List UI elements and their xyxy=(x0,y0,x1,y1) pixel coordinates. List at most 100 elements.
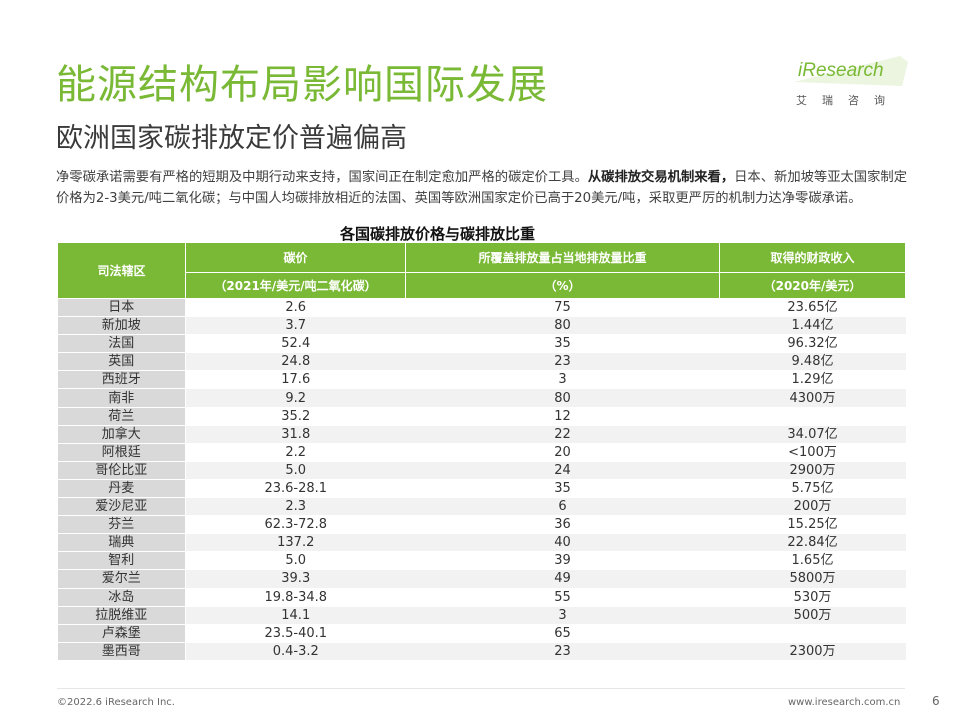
cell-jurisdiction: 冰岛 xyxy=(57,588,186,607)
cell-share: 40 xyxy=(405,533,720,553)
cell-price: 5.0 xyxy=(185,551,406,571)
cell-share: 3 xyxy=(405,370,720,390)
cell-price: 2.6 xyxy=(185,298,406,318)
table-row: 英国 24.8 23 9.48亿 xyxy=(57,352,906,372)
table-row: 南非 9.2 80 4300万 xyxy=(57,388,906,408)
cell-price: 35.2 xyxy=(185,407,406,426)
header-price: 碳价 xyxy=(185,242,406,273)
cell-price: 52.4 xyxy=(185,334,406,354)
cell-jurisdiction: 阿根廷 xyxy=(57,443,186,462)
table-row: 爱尔兰 39.3 49 5800万 xyxy=(57,569,906,589)
cell-jurisdiction: 爱尔兰 xyxy=(57,569,186,589)
footer-divider xyxy=(57,688,905,689)
table-row: 丹麦 23.6-28.1 35 5.75亿 xyxy=(57,479,906,499)
cell-revenue: 1.29亿 xyxy=(719,370,906,390)
table-row: 哥伦比亚 5.0 24 2900万 xyxy=(57,461,906,480)
table-row: 新加坡 3.7 80 1.44亿 xyxy=(57,316,906,336)
table-row: 瑞典 137.2 40 22.84亿 xyxy=(57,533,906,553)
cell-revenue: 34.07亿 xyxy=(719,425,906,444)
page-title: 能源结构布局影响国际发展 xyxy=(56,62,548,108)
cell-revenue: 500万 xyxy=(719,606,906,625)
cell-price: 24.8 xyxy=(185,352,406,372)
header-revenue-unit: （2020年/美元） xyxy=(719,272,906,299)
cell-price: 19.8-34.8 xyxy=(185,588,406,607)
cell-revenue: 5800万 xyxy=(719,569,906,589)
cell-price: 23.5-40.1 xyxy=(185,624,406,643)
cell-jurisdiction: 拉脱维亚 xyxy=(57,606,186,625)
cell-share: 24 xyxy=(405,461,720,480)
cell-jurisdiction: 法国 xyxy=(57,334,186,354)
cell-price: 39.3 xyxy=(185,569,406,589)
logo-brand: iResearch xyxy=(798,60,884,81)
header-jurisdiction: 司法辖区 xyxy=(57,242,186,299)
cell-share: 65 xyxy=(405,624,720,643)
cell-share: 80 xyxy=(405,388,720,408)
header-share: 所覆盖排放量占当地排放量比重 xyxy=(405,242,720,273)
cell-revenue: 9.48亿 xyxy=(719,352,906,372)
intro-bold: 从碳排放交易机制来看， xyxy=(587,170,735,185)
cell-share: 36 xyxy=(405,515,720,535)
cell-share: 3 xyxy=(405,606,720,625)
cell-share: 12 xyxy=(405,407,720,426)
cell-jurisdiction: 墨西哥 xyxy=(57,642,186,661)
cell-jurisdiction: 瑞典 xyxy=(57,533,186,553)
cell-revenue: <100万 xyxy=(719,443,906,462)
cell-revenue: 5.75亿 xyxy=(719,479,906,499)
cell-price: 5.0 xyxy=(185,461,406,480)
cell-jurisdiction: 西班牙 xyxy=(57,370,186,390)
cell-revenue: 23.65亿 xyxy=(719,298,906,318)
cell-share: 80 xyxy=(405,316,720,336)
header-revenue: 取得的财政收入 xyxy=(719,242,906,273)
footer-website[interactable]: www.iresearch.com.cn xyxy=(788,697,901,708)
cell-revenue: 22.84亿 xyxy=(719,533,906,553)
cell-revenue: 1.65亿 xyxy=(719,551,906,571)
table-row: 冰岛 19.8-34.8 55 530万 xyxy=(57,588,906,607)
cell-jurisdiction: 芬兰 xyxy=(57,515,186,535)
cell-jurisdiction: 南非 xyxy=(57,388,186,408)
cell-price: 14.1 xyxy=(185,606,406,625)
cell-jurisdiction: 智利 xyxy=(57,551,186,571)
table-row: 阿根廷 2.2 20 <100万 xyxy=(57,443,906,462)
header-price-unit: （2021年/美元/吨二氧化碳） xyxy=(185,272,406,299)
cell-jurisdiction: 丹麦 xyxy=(57,479,186,499)
table-row: 墨西哥 0.4-3.2 23 2300万 xyxy=(57,642,906,661)
page-subtitle: 欧洲国家碳排放定价普遍偏高 xyxy=(56,123,407,154)
logo-shape-icon xyxy=(794,56,908,86)
cell-price: 31.8 xyxy=(185,425,406,444)
cell-price: 23.6-28.1 xyxy=(185,479,406,499)
table-title: 各国碳排放价格与碳排放比重 xyxy=(340,225,536,243)
cell-price: 3.7 xyxy=(185,316,406,336)
table-row: 爱沙尼亚 2.3 6 200万 xyxy=(57,497,906,517)
cell-share: 49 xyxy=(405,569,720,589)
intro-paragraph: 净零碳承诺需要有严格的短期及中期行动来支持，国家间正在制定愈加严格的碳定价工具。… xyxy=(56,167,916,209)
cell-revenue: 4300万 xyxy=(719,388,906,408)
cell-revenue: 1.44亿 xyxy=(719,316,906,336)
table-row: 拉脱维亚 14.1 3 500万 xyxy=(57,606,906,625)
cell-jurisdiction: 荷兰 xyxy=(57,407,186,426)
cell-revenue: 200万 xyxy=(719,497,906,517)
table-row: 日本 2.6 75 23.65亿 xyxy=(57,298,906,318)
header-share-unit: （%） xyxy=(405,272,720,299)
cell-share: 22 xyxy=(405,425,720,444)
cell-price: 62.3-72.8 xyxy=(185,515,406,535)
cell-share: 35 xyxy=(405,479,720,499)
table-row: 加拿大 31.8 22 34.07亿 xyxy=(57,425,906,444)
intro-text-1: 净零碳承诺需要有严格的短期及中期行动来支持，国家间正在制定愈加严格的碳定价工具。 xyxy=(56,170,588,185)
cell-price: 2.2 xyxy=(185,443,406,462)
cell-revenue: 2900万 xyxy=(719,461,906,480)
cell-share: 35 xyxy=(405,334,720,354)
cell-share: 6 xyxy=(405,497,720,517)
cell-revenue xyxy=(719,407,906,426)
table-row: 芬兰 62.3-72.8 36 15.25亿 xyxy=(57,515,906,535)
carbon-price-table: 司法辖区 碳价 所覆盖排放量占当地排放量比重 取得的财政收入 （2021年/美元… xyxy=(57,242,906,661)
table-row: 法国 52.4 35 96.32亿 xyxy=(57,334,906,354)
cell-share: 23 xyxy=(405,642,720,661)
cell-price: 2.3 xyxy=(185,497,406,517)
cell-share: 23 xyxy=(405,352,720,372)
table-body: 日本 2.6 75 23.65亿 新加坡 3.7 80 1.44亿 法国 52.4 35 96.3… xyxy=(57,298,906,661)
table-row: 卢森堡 23.5-40.1 65 xyxy=(57,624,906,643)
table-row: 荷兰 35.2 12 xyxy=(57,407,906,426)
cell-jurisdiction: 加拿大 xyxy=(57,425,186,444)
cell-revenue: 15.25亿 xyxy=(719,515,906,535)
cell-revenue: 96.32亿 xyxy=(719,334,906,354)
